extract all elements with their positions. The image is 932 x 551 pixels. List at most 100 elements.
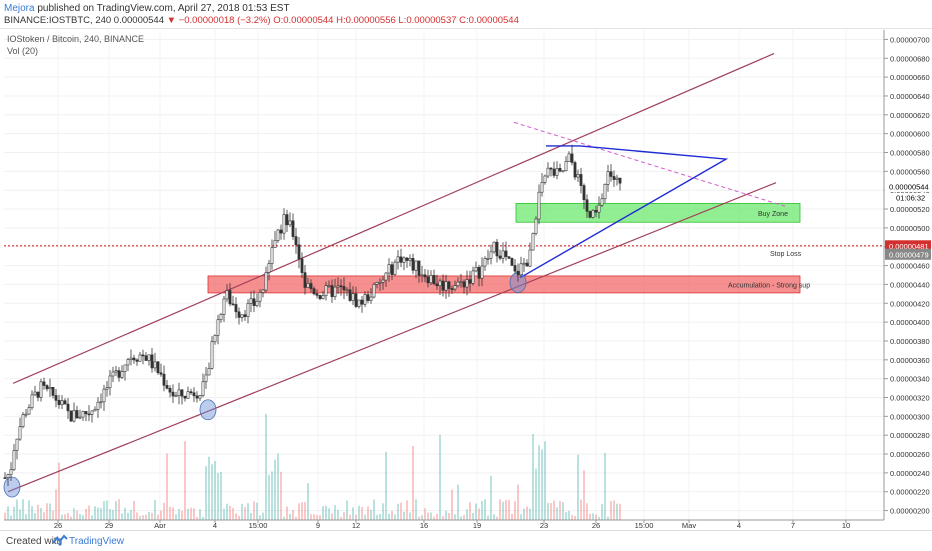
created-with-label: Created with (6, 536, 63, 547)
volume-bar (103, 501, 105, 520)
volume-bar (607, 516, 609, 520)
volume-bar (172, 507, 174, 520)
volume-bar (127, 512, 129, 520)
volume-bars (4, 413, 621, 520)
volume-bar (235, 513, 237, 520)
volume-bar (157, 514, 159, 520)
candle-body (501, 250, 505, 259)
volume-bar (97, 507, 99, 520)
candle-body (153, 361, 157, 369)
volume-bar (181, 510, 183, 520)
candle-body (129, 357, 133, 360)
candle-body (183, 395, 187, 399)
accumulation-zone-label: Accumulation - Strong sup (728, 282, 810, 289)
candle-body (24, 413, 28, 416)
volume-bar (37, 504, 39, 520)
volume-bar (118, 499, 120, 520)
tradingview-brand[interactable]: TradingView (69, 536, 125, 547)
volume-bar (331, 513, 333, 520)
touch-point-marker (199, 399, 217, 421)
y-tick-label: 0.00000280 (890, 431, 930, 440)
price-chart[interactable]: Buy Zone Accumulation - Strong sup Stop L… (0, 0, 932, 528)
x-tick-label: May (682, 521, 696, 528)
volume-bar (367, 506, 369, 520)
candle-body (111, 371, 115, 377)
candle-body (309, 283, 313, 289)
volume-bar (106, 500, 108, 520)
candle-body (429, 275, 433, 284)
candle-body (168, 388, 172, 393)
volume-bar (271, 471, 273, 520)
candle-body (99, 401, 103, 404)
candle-body (468, 279, 472, 284)
volume-bar (154, 499, 156, 520)
y-tick-label: 0.00000320 (890, 394, 930, 403)
volume-bar (259, 515, 261, 520)
volume-bar (328, 508, 330, 520)
candle-body (423, 274, 427, 278)
candle-body (210, 341, 214, 369)
y-tick-label: 0.00000500 (890, 224, 930, 233)
volume-bar (529, 508, 531, 520)
x-tick-label: Apr (154, 521, 166, 528)
candle-body (27, 407, 31, 415)
volume-bar (55, 489, 57, 520)
volume-bar (322, 506, 324, 520)
ohlc-values: O:0.00000544 H:0.00000556 L:0.00000537 C… (270, 15, 519, 26)
volume-bar (73, 508, 75, 520)
volume-bar (220, 471, 222, 520)
candle-body (543, 175, 547, 183)
down-arrow-icon: ▼ (166, 15, 177, 26)
candle-body (174, 395, 178, 397)
tradingview-logo-icon (52, 534, 68, 546)
candle-body (96, 401, 100, 410)
x-tick-label: 4 (213, 521, 217, 528)
candle-body (327, 285, 331, 287)
volume-bar (283, 516, 285, 520)
x-tick-label: 26 (54, 521, 62, 528)
candle-body (372, 284, 376, 298)
candle-body (15, 438, 19, 451)
candle-body (540, 182, 544, 193)
candle-body (366, 294, 370, 301)
x-tick-label: 9 (316, 521, 320, 528)
volume-bar (211, 464, 213, 520)
volume-bar (151, 512, 153, 520)
candle-body (375, 282, 379, 285)
candle-body (69, 410, 73, 422)
candle-body (189, 391, 193, 394)
candle-body (102, 388, 106, 403)
stop-price-label-bg (885, 240, 931, 252)
volume-bar (439, 435, 441, 520)
volume-bar (163, 502, 165, 520)
volume-bar (193, 508, 195, 520)
candle-body (420, 274, 424, 277)
candle-body (465, 279, 469, 288)
candle-body (417, 260, 421, 276)
candle-body (438, 280, 442, 287)
candle-body (45, 385, 49, 390)
volume-bar (352, 507, 354, 520)
candle-body (498, 255, 502, 259)
volume-bar (31, 506, 33, 520)
candle-body (510, 258, 514, 266)
candle-body (459, 281, 463, 284)
candle-body (171, 391, 175, 397)
volume-bar (400, 502, 402, 520)
candle-body (144, 355, 148, 361)
channel-upper-line (12, 53, 775, 384)
volume-bar (199, 509, 201, 520)
candle-body (141, 354, 145, 357)
symbol-price: BINANCE:IOSTBTC, 240 0.00000544 (4, 15, 167, 26)
volume-bar (148, 511, 150, 520)
candle-body (258, 292, 262, 302)
volume-bar (610, 501, 612, 520)
stop-loss-label: Stop Loss (770, 251, 802, 258)
symbol-line: BINANCE:IOSTBTC, 240 0.00000544 ▼ −0.000… (4, 15, 519, 26)
candle-body (204, 374, 208, 383)
volume-bar (337, 509, 339, 520)
volume-bar (247, 503, 249, 520)
candle-body (243, 314, 247, 317)
candle-body (483, 258, 487, 267)
author-link[interactable]: Mejora (4, 3, 35, 14)
